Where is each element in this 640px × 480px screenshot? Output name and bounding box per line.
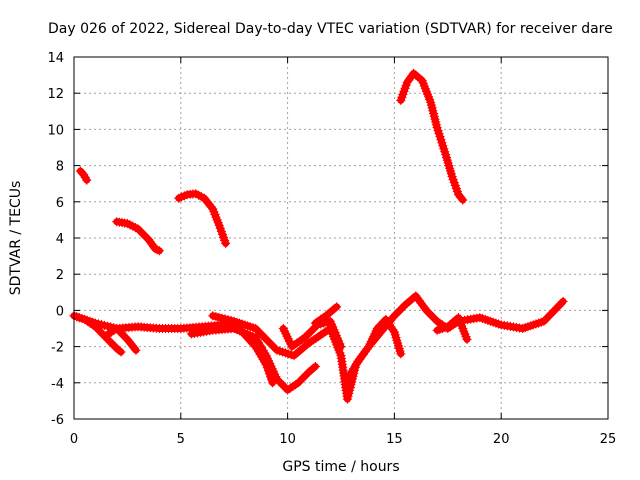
y-tick-label: 12 xyxy=(47,87,64,102)
markers-arc-3 xyxy=(174,189,231,248)
markers-arc-4 xyxy=(396,68,468,205)
markers-arc-8 xyxy=(186,323,320,395)
y-tick-label: 0 xyxy=(56,304,64,319)
gridlines xyxy=(74,57,608,419)
y-axis-label: SDTVAR / TECUs xyxy=(8,181,24,296)
x-tick-label: 25 xyxy=(600,432,617,447)
x-tick-label: 5 xyxy=(177,432,185,447)
markers-arc-11 xyxy=(342,314,406,384)
y-tick-label: 14 xyxy=(47,51,64,66)
x-axis-label: GPS time / hours xyxy=(282,459,399,475)
y-axis: -6 -4 -2 0 2 4 6 8 10 12 14 xyxy=(47,51,608,428)
chart-title: Day 026 of 2022, Sidereal Day-to-day VTE… xyxy=(48,21,613,37)
y-tick-label: -4 xyxy=(51,377,64,392)
markers-arc-2 xyxy=(112,217,164,256)
y-tick-label: -2 xyxy=(51,341,64,356)
markers-arc-1 xyxy=(75,166,92,185)
y-tick-label: 8 xyxy=(56,160,64,175)
y-tick-label: 2 xyxy=(56,268,64,283)
y-tick-label: 10 xyxy=(47,123,64,138)
y-tick-label: 4 xyxy=(56,232,64,247)
x-tick-label: 20 xyxy=(493,432,510,447)
data-series xyxy=(69,68,568,404)
markers-arc-13 xyxy=(432,313,472,344)
y-tick-label: 6 xyxy=(56,196,64,211)
markers-arc-12 xyxy=(310,302,342,328)
y-tick-label: -6 xyxy=(51,413,64,428)
x-tick-label: 15 xyxy=(386,432,403,447)
x-tick-label: 0 xyxy=(70,432,78,447)
x-axis: 0 5 10 15 20 25 xyxy=(70,57,616,447)
x-tick-label: 10 xyxy=(279,432,296,447)
